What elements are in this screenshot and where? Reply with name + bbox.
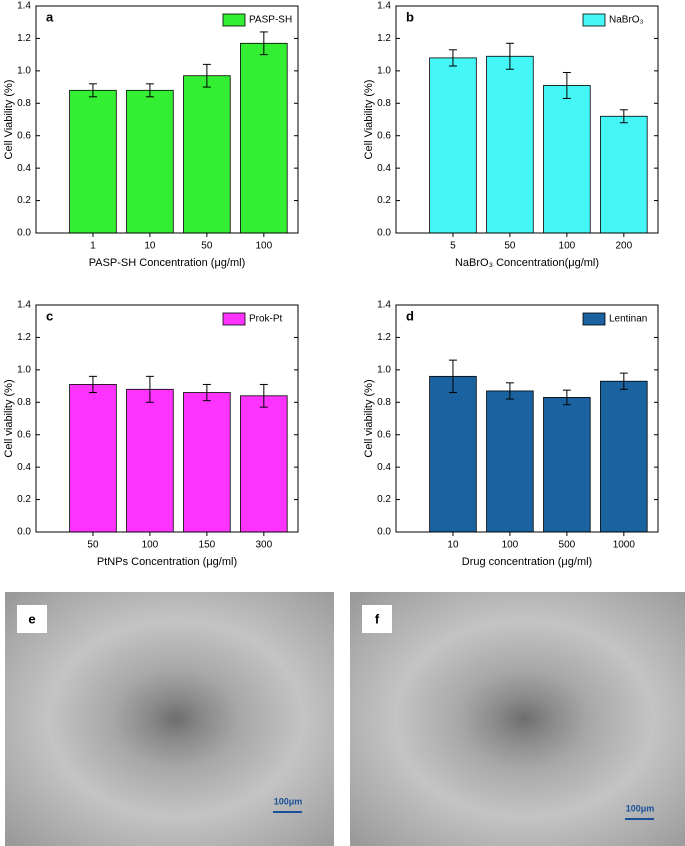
scale-bar-label: 100μm bbox=[626, 803, 655, 813]
bar bbox=[600, 380, 648, 533]
y-tick-label: 0.2 bbox=[17, 494, 31, 505]
y-tick-label: 0.2 bbox=[377, 195, 391, 206]
bar bbox=[486, 390, 534, 533]
bar bbox=[183, 75, 231, 234]
x-tick-label: 50 bbox=[504, 241, 516, 252]
legend-label: PASP-SH bbox=[249, 15, 292, 26]
x-axis-title: Drug concentration (μg/ml) bbox=[462, 556, 592, 568]
label-box bbox=[362, 605, 392, 633]
label-box bbox=[17, 605, 47, 633]
y-tick-label: 0.6 bbox=[377, 429, 391, 440]
panel-label: d bbox=[406, 308, 414, 323]
y-tick-label: 1.0 bbox=[377, 65, 391, 76]
y-tick-label: 0.0 bbox=[17, 228, 31, 239]
y-tick-label: 1.4 bbox=[377, 1, 391, 12]
bar bbox=[429, 375, 477, 533]
y-tick-label: 0.8 bbox=[17, 397, 31, 408]
y-tick-label: 0.6 bbox=[17, 130, 31, 141]
y-tick-label: 0.8 bbox=[17, 98, 31, 109]
y-tick-label: 0.4 bbox=[17, 462, 31, 473]
panel-label: b bbox=[406, 9, 414, 24]
y-tick-label: 1.0 bbox=[17, 364, 31, 375]
x-tick-label: 100 bbox=[142, 540, 159, 551]
x-tick-label: 10 bbox=[447, 540, 459, 551]
panel-label: c bbox=[46, 308, 53, 323]
x-tick-label: 100 bbox=[559, 241, 576, 252]
x-tick-label: 100 bbox=[255, 241, 272, 252]
y-tick-label: 0.4 bbox=[377, 163, 391, 174]
x-axis-title: PASP-SH Concentration (μg/ml) bbox=[89, 257, 246, 269]
x-tick-label: 5 bbox=[450, 241, 456, 252]
bar bbox=[126, 89, 174, 234]
bar bbox=[543, 397, 591, 533]
bar bbox=[69, 384, 117, 533]
y-tick-label: 0.0 bbox=[17, 527, 31, 538]
bar bbox=[126, 388, 174, 533]
x-axis-title: NaBrO₃ Concentration(μg/ml) bbox=[455, 257, 599, 269]
y-tick-label: 0.0 bbox=[377, 228, 391, 239]
y-tick-label: 1.4 bbox=[17, 1, 31, 12]
y-axis-title: Cell viability (%) bbox=[363, 379, 375, 457]
legend-swatch bbox=[582, 312, 606, 326]
bar bbox=[183, 392, 231, 533]
x-tick-label: 100 bbox=[502, 540, 519, 551]
bar bbox=[240, 42, 288, 234]
y-tick-label: 1.2 bbox=[17, 332, 31, 343]
plot-frame bbox=[395, 304, 659, 533]
y-axis-title: Cell viability (%) bbox=[3, 379, 15, 457]
y-tick-label: 0.0 bbox=[377, 527, 391, 538]
panel-label: a bbox=[46, 9, 54, 24]
y-tick-label: 0.8 bbox=[377, 397, 391, 408]
micrograph-f: f 100μm bbox=[350, 592, 685, 846]
y-tick-label: 0.8 bbox=[377, 98, 391, 109]
x-tick-label: 300 bbox=[255, 540, 272, 551]
y-tick-label: 0.2 bbox=[377, 494, 391, 505]
x-tick-label: 50 bbox=[201, 241, 213, 252]
y-tick-label: 1.0 bbox=[377, 364, 391, 375]
legend-label: Prok-Pt bbox=[249, 314, 283, 325]
x-tick-label: 500 bbox=[559, 540, 576, 551]
bar bbox=[69, 89, 117, 234]
y-tick-label: 1.2 bbox=[377, 33, 391, 44]
x-tick-label: 10 bbox=[144, 241, 156, 252]
micrograph-e: e 100μm bbox=[5, 592, 334, 846]
x-tick-label: 1000 bbox=[613, 540, 636, 551]
scale-bar-label: 100μm bbox=[274, 796, 303, 806]
bar bbox=[429, 57, 477, 234]
x-tick-label: 50 bbox=[87, 540, 99, 551]
y-tick-label: 1.4 bbox=[377, 300, 391, 311]
x-tick-label: 200 bbox=[615, 241, 632, 252]
y-tick-label: 1.4 bbox=[17, 300, 31, 311]
legend-swatch bbox=[222, 312, 246, 326]
y-tick-label: 1.2 bbox=[377, 332, 391, 343]
y-tick-label: 0.4 bbox=[377, 462, 391, 473]
y-tick-label: 0.6 bbox=[17, 429, 31, 440]
y-axis-title: Cell Viability (%) bbox=[363, 80, 375, 160]
bar bbox=[543, 85, 591, 234]
micrograph-image bbox=[350, 592, 685, 846]
y-tick-label: 0.2 bbox=[17, 195, 31, 206]
y-tick-label: 1.2 bbox=[17, 33, 31, 44]
y-tick-label: 0.6 bbox=[377, 130, 391, 141]
micrograph-image bbox=[5, 592, 334, 846]
y-tick-label: 1.0 bbox=[17, 65, 31, 76]
plot-frame bbox=[395, 5, 659, 234]
plot-frame bbox=[35, 304, 299, 533]
legend-swatch bbox=[582, 13, 606, 27]
x-tick-label: 150 bbox=[199, 540, 216, 551]
plot-frame bbox=[35, 5, 299, 234]
panel-label: e bbox=[28, 611, 35, 626]
x-axis-title: PtNPs Concentration (μg/ml) bbox=[97, 556, 237, 568]
panel-label: f bbox=[375, 611, 380, 626]
bar bbox=[486, 55, 534, 234]
x-tick-label: 1 bbox=[90, 241, 96, 252]
bar bbox=[240, 395, 288, 533]
legend-label: NaBrO₃ bbox=[609, 15, 644, 26]
y-tick-label: 0.4 bbox=[17, 163, 31, 174]
bar bbox=[600, 115, 648, 234]
y-axis-title: Cell Viability (%) bbox=[3, 80, 15, 160]
legend-swatch bbox=[222, 13, 246, 27]
legend-label: Lentinan bbox=[609, 314, 647, 325]
